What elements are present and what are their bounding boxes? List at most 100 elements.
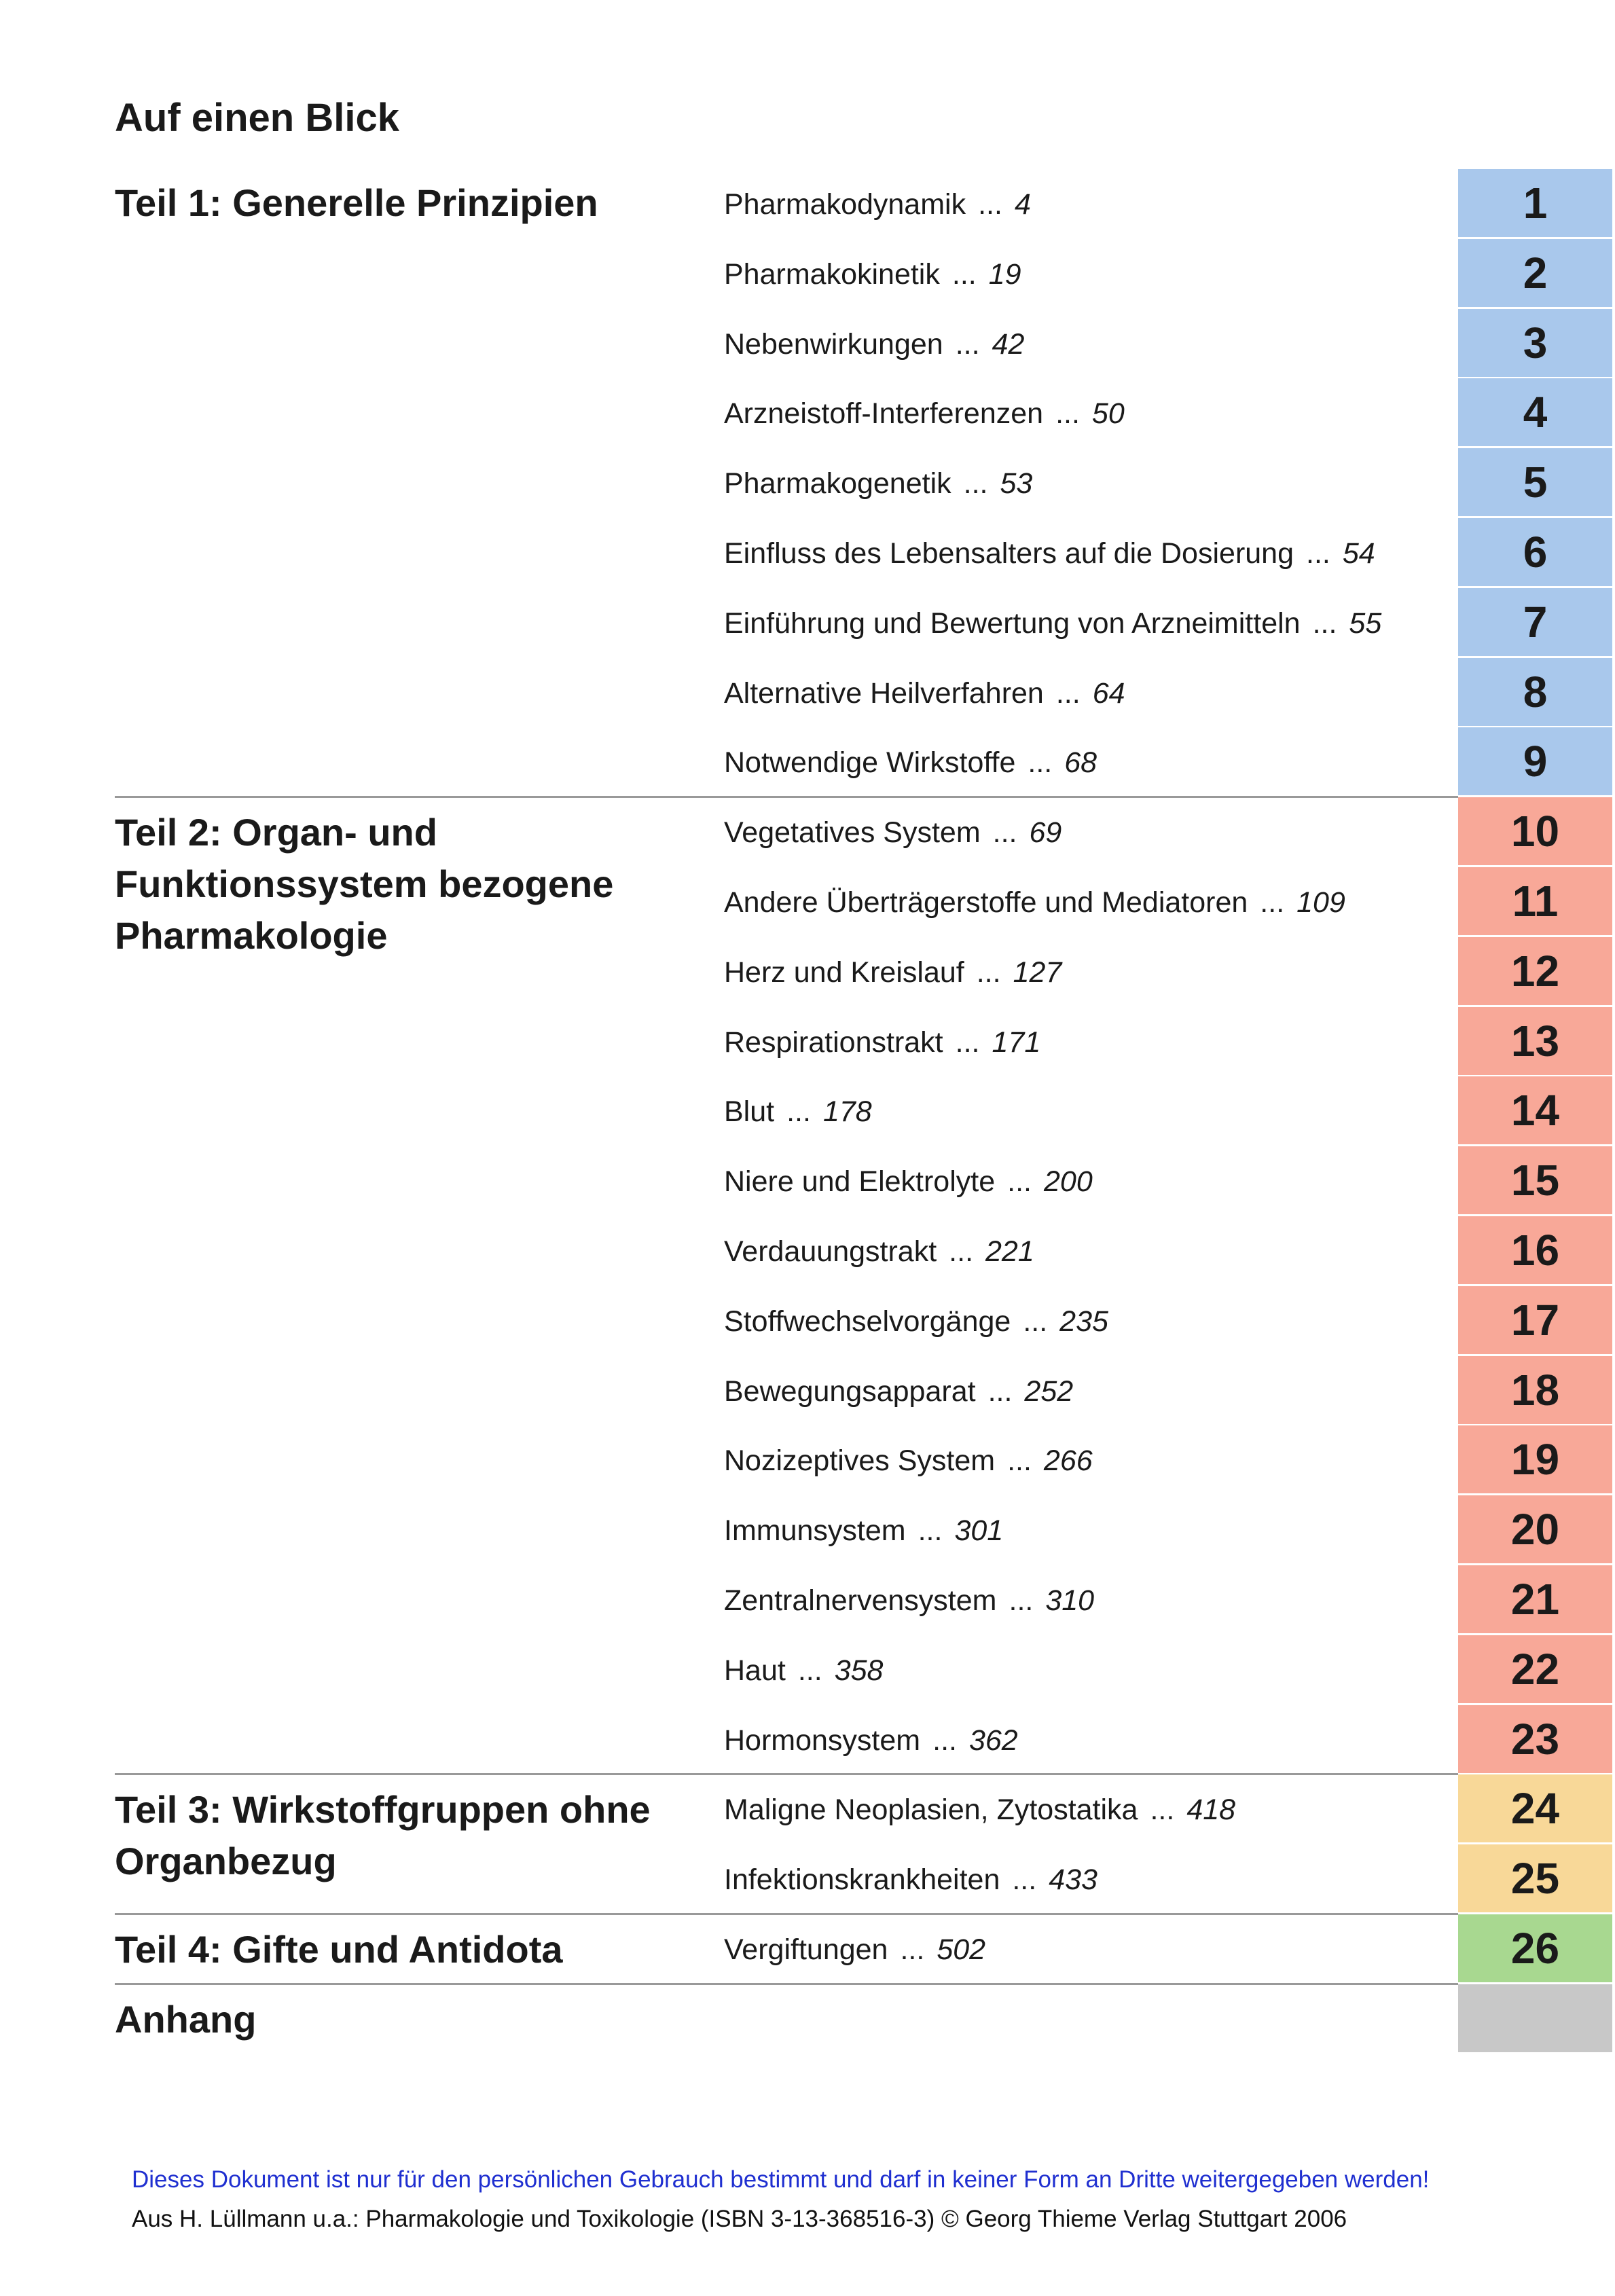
page-number: 64 [1092, 676, 1125, 710]
page-number: 235 [1059, 1305, 1108, 1338]
section-title: Teil 1: Generelle Prinzipien [115, 177, 726, 229]
toc-entry: Pharmakokinetik... 19 [724, 258, 1021, 291]
leader: ... [918, 1514, 943, 1548]
chapter-tab: 4 [1458, 378, 1612, 447]
chapter-tab: 22 [1458, 1635, 1612, 1703]
section-title-line: Organbezug [115, 1840, 337, 1883]
toc-entry: Immunsystem... 301 [724, 1514, 1003, 1548]
chapter-tab: 15 [1458, 1146, 1612, 1215]
toc-entry: Zentralnervensystem... 310 [724, 1584, 1094, 1618]
entry-title: Infektionskrankheiten [724, 1863, 1000, 1897]
section-title: Teil 4: Gifte und Antidota [115, 1924, 726, 1975]
chapter-tab: 16 [1458, 1216, 1612, 1284]
toc-entry: Niere und Elektrolyte... 200 [724, 1165, 1093, 1199]
page-number: 50 [1091, 397, 1125, 431]
entry-title: Pharmakogenetik [724, 467, 951, 500]
section-title-line: Funktionssystem bezogene [115, 862, 614, 906]
entry-title: Andere Überträgerstoffe und Mediatoren [724, 886, 1248, 919]
chapter-tab: 24 [1458, 1774, 1612, 1843]
page-number: 69 [1029, 816, 1062, 850]
entry-title: Vergiftungen [724, 1933, 888, 1966]
toc-entry: Herz und Kreislauf... 127 [724, 956, 1061, 989]
section-title-line: Teil 1: Generelle Prinzipien [115, 181, 598, 224]
footer-source: Aus H. Lüllmann u.a.: Pharmakologie und … [132, 2206, 1347, 2232]
chapter-tab: 1 [1458, 169, 1612, 237]
leader: ... [1007, 1165, 1032, 1199]
page-number: 266 [1043, 1444, 1093, 1478]
entry-title: Niere und Elektrolyte [724, 1165, 996, 1199]
page-number: 53 [1000, 467, 1033, 500]
toc-entry: Alternative Heilverfahren... 64 [724, 677, 1125, 710]
page-number: 55 [1349, 606, 1382, 640]
page-number: 418 [1186, 1793, 1236, 1827]
leader: ... [992, 816, 1017, 850]
toc-entry: Bewegungsapparat... 252 [724, 1375, 1073, 1408]
page-number: 221 [985, 1235, 1034, 1268]
chapter-tab: 9 [1458, 727, 1612, 796]
toc-entry: Haut... 358 [724, 1654, 883, 1688]
toc-entry: Maligne Neoplasien, Zytostatika... 418 [724, 1793, 1235, 1827]
toc-entry: Verdauungstrakt... 221 [724, 1235, 1034, 1269]
leader: ... [978, 188, 1002, 221]
section-divider [115, 1982, 1458, 1985]
chapter-tab: 17 [1458, 1286, 1612, 1354]
toc-entry: Stoffwechselvorgänge... 235 [724, 1305, 1108, 1338]
entry-title: Notwendige Wirkstoffe [724, 746, 1016, 780]
leader: ... [949, 1235, 974, 1268]
leader: ... [955, 1025, 980, 1059]
leader: ... [1055, 676, 1081, 710]
entry-title: Stoffwechselvorgänge [724, 1305, 1011, 1338]
page-number: 433 [1049, 1863, 1097, 1897]
footer-notice: Dieses Dokument ist nur für den persönli… [132, 2166, 1430, 2193]
entry-title: Immunsystem [724, 1514, 906, 1548]
page-number: 68 [1064, 746, 1097, 780]
toc-entry: Infektionskrankheiten... 433 [724, 1863, 1097, 1897]
chapter-tab: 25 [1458, 1844, 1612, 1913]
chapter-tab: 26 [1458, 1914, 1612, 1982]
toc-entry: Blut... 178 [724, 1095, 872, 1129]
page-number: 19 [988, 257, 1021, 291]
leader: ... [1023, 1305, 1048, 1338]
toc-entry: Einfluss des Lebensalters auf die Dosier… [724, 537, 1375, 570]
page-title: Auf einen Blick [115, 96, 399, 140]
entry-title: Pharmakodynamik [724, 188, 966, 221]
leader: ... [1012, 1863, 1037, 1897]
section-title-line: Teil 4: Gifte und Antidota [115, 1928, 563, 1971]
entry-title: Nozizeptives System [724, 1444, 996, 1478]
chapter-tab: 20 [1458, 1495, 1612, 1564]
entry-title: Pharmakokinetik [724, 257, 940, 291]
entry-title: Maligne Neoplasien, Zytostatika [724, 1793, 1138, 1827]
chapter-tab: 8 [1458, 657, 1612, 726]
entry-title: Herz und Kreislauf [724, 955, 964, 989]
page-number: 252 [1024, 1374, 1074, 1408]
page-number: 54 [1342, 537, 1375, 570]
page-number: 178 [822, 1095, 872, 1129]
entry-title: Blut [724, 1095, 775, 1129]
section-divider [115, 1773, 1458, 1776]
leader: ... [900, 1933, 925, 1966]
entry-title: Bewegungsapparat [724, 1374, 976, 1408]
section-divider [115, 1913, 1458, 1915]
section-title-line: Anhang [115, 1997, 257, 2041]
toc-entry: Notwendige Wirkstoffe... 68 [724, 746, 1097, 780]
leader: ... [1007, 1444, 1032, 1478]
leader: ... [932, 1724, 957, 1757]
chapter-tab: 19 [1458, 1425, 1612, 1494]
leader: ... [1306, 537, 1330, 570]
chapter-tab: 3 [1458, 308, 1612, 377]
entry-title: Respirationstrakt [724, 1025, 943, 1059]
toc-entry: Arzneistoff-Interferenzen... 50 [724, 397, 1125, 431]
leader: ... [797, 1654, 822, 1687]
entry-title: Einfluss des Lebensalters auf die Dosier… [724, 537, 1294, 570]
toc-entry: Hormonsystem... 362 [724, 1724, 1018, 1757]
toc-entry: Nozizeptives System... 266 [724, 1444, 1093, 1478]
toc-entry: Andere Überträgerstoffe und Mediatoren..… [724, 886, 1345, 919]
entry-title: Hormonsystem [724, 1724, 921, 1757]
chapter-tab: 5 [1458, 448, 1612, 517]
entry-title: Haut [724, 1654, 786, 1687]
toc-entry: Vergiftungen... 502 [724, 1933, 985, 1967]
chapter-tab: 18 [1458, 1355, 1612, 1424]
page-number: 358 [834, 1654, 884, 1687]
chapter-tab [1458, 1984, 1612, 2052]
